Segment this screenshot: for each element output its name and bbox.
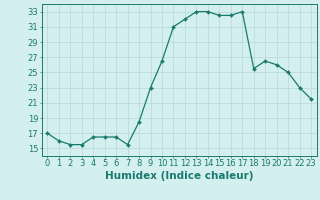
X-axis label: Humidex (Indice chaleur): Humidex (Indice chaleur) xyxy=(105,171,253,181)
